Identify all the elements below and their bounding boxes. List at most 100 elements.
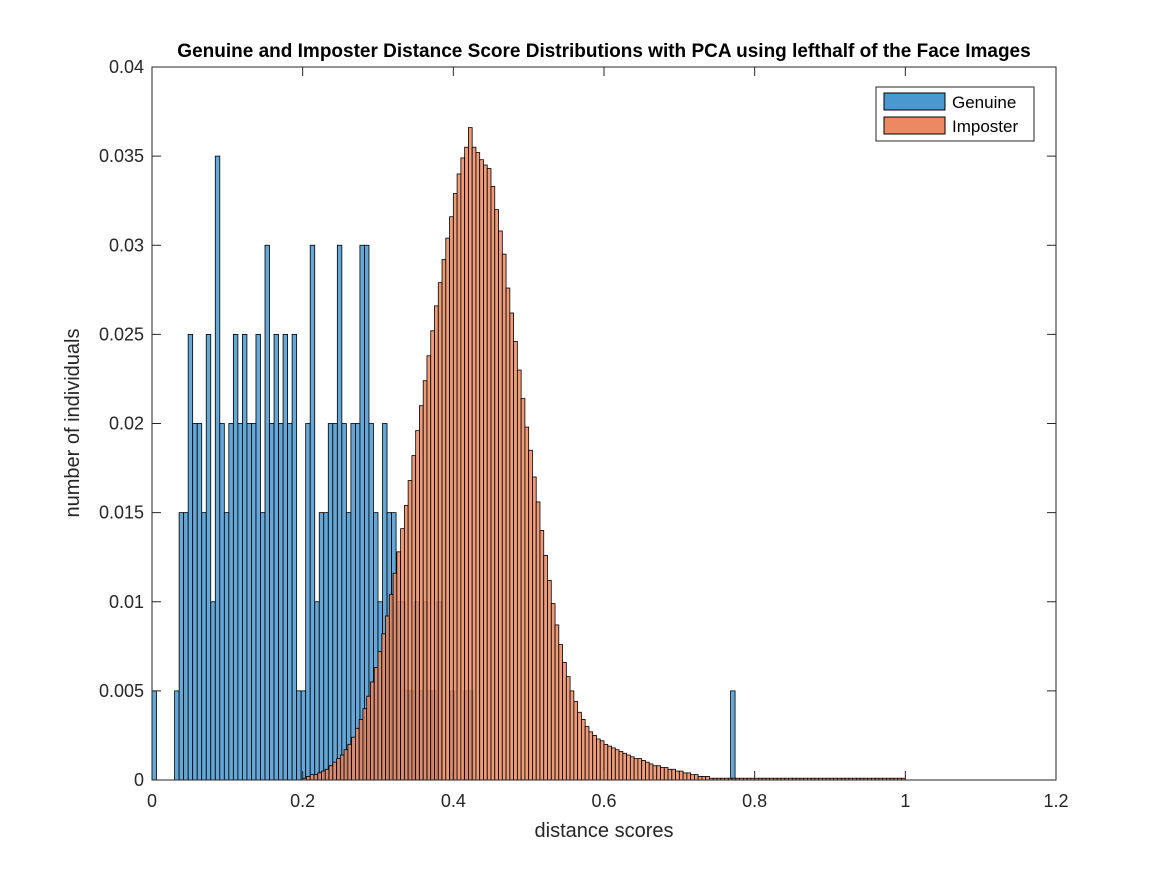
imposter-bar bbox=[562, 661, 567, 781]
genuine-bar bbox=[260, 512, 266, 781]
imposter-bar bbox=[509, 312, 514, 781]
imposter-bar bbox=[641, 759, 646, 781]
imposter-bar bbox=[343, 749, 349, 781]
genuine-bar bbox=[246, 423, 252, 781]
genuine-bar bbox=[327, 423, 334, 781]
imposter-bar bbox=[581, 718, 586, 781]
imposter-bar bbox=[697, 776, 703, 781]
imposter-bar bbox=[313, 774, 319, 781]
genuine-bar bbox=[223, 512, 230, 781]
imposter-bar bbox=[629, 756, 635, 781]
legend-swatch-imposter bbox=[883, 116, 946, 135]
imposter-bar bbox=[411, 455, 417, 781]
genuine-bar bbox=[296, 690, 302, 781]
imposter-bar bbox=[701, 776, 707, 781]
imposter-bar bbox=[328, 765, 334, 781]
imposter-bar bbox=[539, 530, 545, 781]
imposter-bar bbox=[694, 774, 699, 781]
genuine-bar bbox=[323, 512, 329, 781]
imposter-bar bbox=[456, 173, 462, 781]
imposter-bar bbox=[663, 767, 669, 781]
genuine-bar bbox=[241, 333, 248, 781]
imposter-bar bbox=[622, 752, 628, 781]
x-tick-label: 0.2 bbox=[290, 791, 315, 811]
genuine-bar bbox=[174, 690, 180, 781]
imposter-bar bbox=[671, 768, 676, 781]
genuine-bar bbox=[318, 512, 325, 781]
genuine-bar bbox=[196, 423, 203, 781]
legend: Genuine Imposter bbox=[875, 86, 1035, 142]
imposter-bar bbox=[415, 430, 420, 781]
imposter-bar bbox=[667, 768, 673, 781]
imposter-bar bbox=[573, 701, 579, 781]
imposter-bar bbox=[577, 711, 582, 781]
imposter-bar bbox=[354, 727, 360, 781]
imposter-bar bbox=[603, 743, 609, 781]
imposter-bar bbox=[452, 193, 458, 781]
x-tick-label: 0 bbox=[147, 791, 157, 811]
genuine-bar bbox=[282, 333, 288, 781]
genuine-bar bbox=[219, 423, 225, 781]
genuine-bar bbox=[255, 333, 261, 781]
imposter-bar bbox=[494, 209, 499, 781]
legend-label-genuine: Genuine bbox=[952, 93, 1016, 112]
genuine-bar bbox=[314, 601, 320, 781]
y-tick-label: 0.02 bbox=[109, 414, 144, 434]
genuine-bar bbox=[341, 423, 347, 781]
genuine-bar bbox=[287, 423, 293, 781]
y-tick-label: 0.04 bbox=[109, 57, 144, 77]
imposter-bar bbox=[543, 555, 548, 781]
genuine-bar bbox=[359, 244, 365, 781]
imposter-bar bbox=[558, 644, 563, 781]
genuine-bar bbox=[205, 333, 212, 781]
imposter-bar bbox=[648, 763, 654, 781]
imposter-bar bbox=[332, 761, 337, 781]
imposter-bar bbox=[392, 572, 398, 781]
genuine-bar bbox=[237, 423, 243, 781]
genuine-bar bbox=[210, 601, 216, 781]
imposter-bar bbox=[565, 676, 571, 781]
genuine-bar bbox=[228, 423, 234, 781]
genuine-bar bbox=[251, 423, 257, 781]
genuine-bar bbox=[214, 155, 221, 781]
imposter-bar bbox=[336, 758, 341, 781]
imposter-bar bbox=[434, 305, 439, 781]
imposter-bar bbox=[422, 380, 428, 781]
x-axis-label: distance scores bbox=[535, 820, 674, 842]
imposter-bar bbox=[381, 633, 386, 781]
imposter-bar bbox=[377, 651, 383, 781]
imposter-bar bbox=[569, 690, 575, 781]
imposter-bar bbox=[403, 505, 409, 781]
y-tick-label: 0.005 bbox=[99, 681, 144, 701]
imposter-bar bbox=[678, 770, 684, 781]
imposter-bar bbox=[317, 772, 322, 781]
genuine-bar bbox=[201, 512, 207, 781]
imposter-bar bbox=[437, 282, 443, 781]
legend-swatch-genuine bbox=[883, 92, 946, 111]
imposter-bar bbox=[475, 152, 481, 781]
genuine-bar bbox=[178, 512, 185, 781]
imposter-bar bbox=[309, 774, 315, 781]
imposter-bar bbox=[400, 528, 405, 781]
imposter-bar bbox=[633, 758, 639, 781]
imposter-bar bbox=[321, 770, 326, 781]
imposter-bar bbox=[592, 735, 597, 781]
imposter-bar bbox=[652, 765, 658, 781]
imposter-bar bbox=[535, 501, 541, 781]
y-tick-label: 0.015 bbox=[99, 503, 144, 523]
genuine-bar bbox=[151, 690, 157, 781]
imposter-bar bbox=[637, 758, 643, 781]
chart-title: Genuine and Imposter Distance Score Dist… bbox=[177, 41, 1030, 62]
imposter-bar bbox=[430, 330, 435, 781]
imposter-bar bbox=[351, 736, 356, 781]
imposter-bar bbox=[554, 624, 560, 781]
genuine-bar bbox=[187, 333, 194, 781]
genuine-bar bbox=[309, 244, 316, 781]
legend-label-imposter: Imposter bbox=[952, 117, 1018, 136]
imposter-bar bbox=[626, 754, 631, 781]
imposter-bar bbox=[445, 237, 450, 781]
x-tick-label: 1 bbox=[900, 791, 910, 811]
imposter-bar bbox=[388, 594, 394, 781]
imposter-bar bbox=[528, 449, 533, 781]
imposter-bar bbox=[614, 749, 620, 781]
